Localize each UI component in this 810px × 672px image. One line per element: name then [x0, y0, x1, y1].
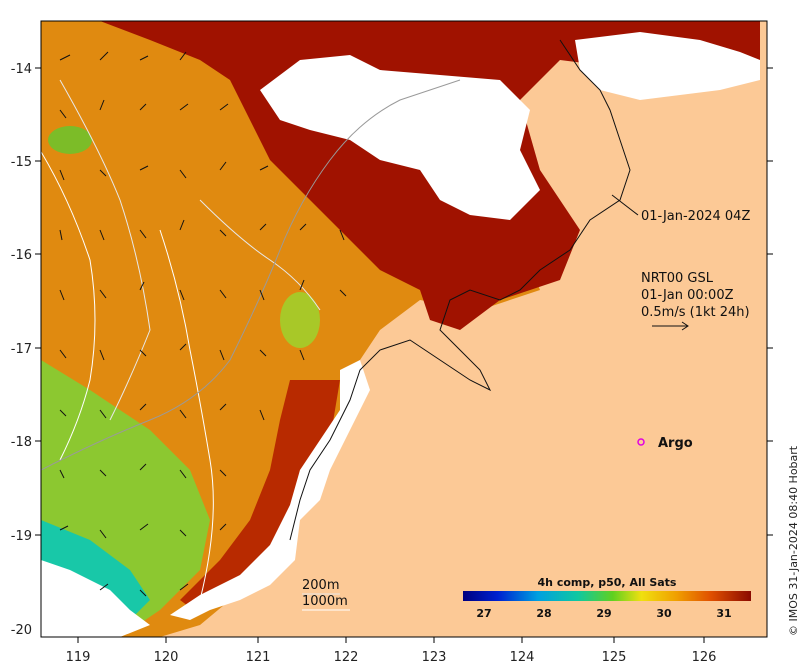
contour-grey — [41, 79, 461, 471]
lon-tick-label: 124 — [510, 650, 535, 665]
lat-tick-label: -18 — [11, 435, 32, 450]
contour-200m — [59, 79, 321, 421]
lon-tick-label: 123 — [422, 650, 447, 665]
lon-tick-label: 125 — [602, 650, 627, 665]
coastline — [289, 39, 631, 541]
lat-tick-label: -14 — [11, 62, 32, 77]
colorbar-tick: 27 — [476, 607, 491, 620]
plot-frame — [40, 20, 768, 638]
colorbar-tick: 30 — [656, 607, 672, 620]
lat-tick-label: -20 — [11, 623, 32, 638]
lat-tick-label: -17 — [11, 342, 32, 357]
lon-tick-label: 126 — [692, 650, 717, 665]
current-scale-arrow — [652, 321, 689, 331]
image-time-leader — [611, 194, 639, 216]
lon-tick-label: 120 — [154, 650, 179, 665]
credit-label: © IMOS 31-Jan-2024 08:40 Hobart — [787, 445, 800, 636]
lon-tick-label: 122 — [334, 650, 359, 665]
colorbar-gradient — [463, 591, 751, 601]
current-scale-label: 0.5m/s (1kt 24h) — [641, 305, 750, 320]
lat-tick-label: -16 — [11, 248, 32, 263]
sst-mid-patch — [280, 292, 320, 348]
lon-tick-label: 119 — [66, 650, 91, 665]
contour-1000m — [41, 150, 214, 601]
no-data-area-northeast — [575, 32, 760, 100]
map-plot-area[interactable] — [40, 21, 767, 637]
lon-tick-label: 121 — [246, 650, 271, 665]
colorbar-title: 4h comp, p50, All Sats — [538, 576, 677, 589]
current-source-label: NRT00 GSL — [641, 271, 714, 286]
argo-float-marker[interactable] — [637, 438, 645, 446]
current-vectors — [59, 51, 347, 597]
no-data-area-north — [260, 55, 540, 220]
argo-label: Argo — [658, 436, 693, 451]
colorbar-tick: 31 — [716, 607, 731, 620]
colorbar: 4h comp, p50, All Sats 27 28 29 30 31 — [463, 576, 751, 620]
colorbar-tick: 29 — [596, 607, 611, 620]
current-time-label: 01-Jan 00:00Z — [641, 288, 734, 303]
axis-ticks — [35, 67, 773, 643]
contour-1000m-label: 1000m — [302, 594, 348, 609]
no-data-area-southwest — [41, 560, 150, 637]
sst-hot-coastal-band — [180, 380, 340, 615]
lat-tick-label: -15 — [11, 155, 32, 170]
image-time-label: 01-Jan-2024 04Z — [641, 209, 750, 224]
no-data-area-coast — [170, 360, 370, 620]
lat-tick-label: -19 — [11, 529, 32, 544]
colorbar-tick: 28 — [536, 607, 551, 620]
contour-200m-label: 200m — [302, 578, 339, 593]
sst-mid-patch-north — [48, 126, 92, 154]
